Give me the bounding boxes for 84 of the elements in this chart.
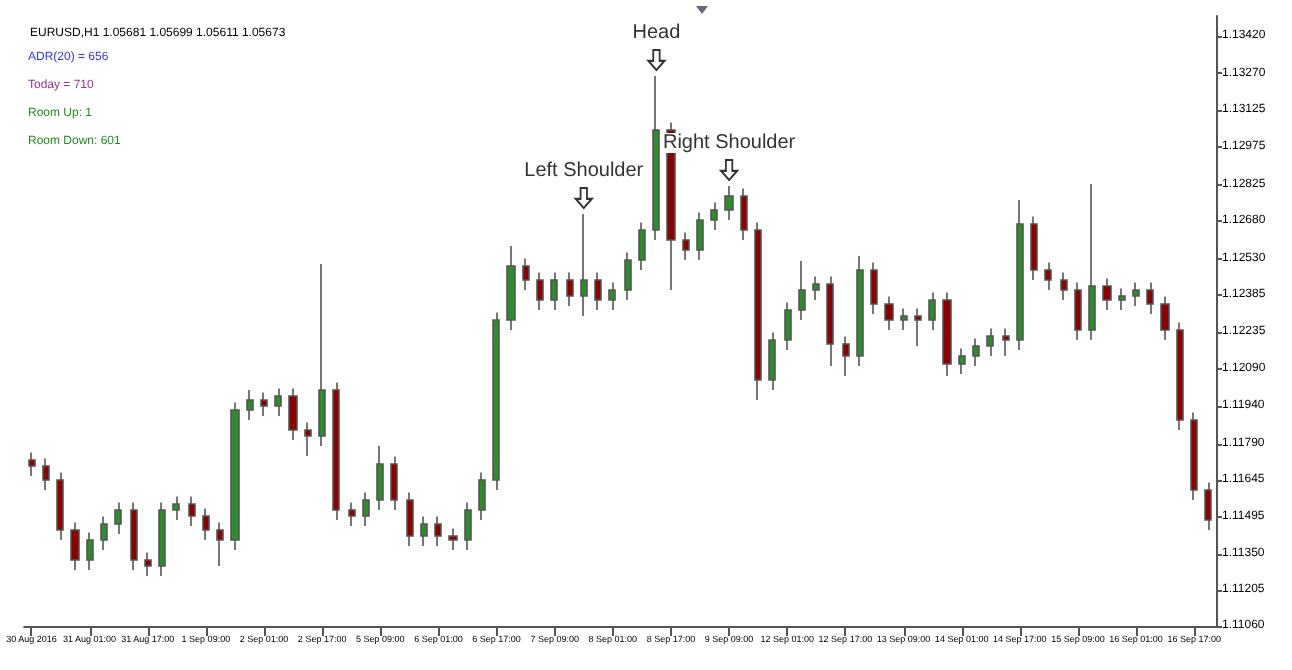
candlestick: [914, 307, 922, 347]
candlestick: [942, 291, 952, 377]
candlestick: [376, 445, 384, 511]
candlestick: [900, 307, 908, 331]
candlestick: [448, 527, 458, 551]
candlestick: [114, 501, 122, 535]
candlestick: [1160, 295, 1170, 341]
candlestick: [1102, 277, 1112, 311]
candlestick: [958, 347, 966, 375]
candlestick: [1088, 183, 1096, 341]
candlestick: [86, 531, 94, 571]
candlestick: [856, 255, 864, 367]
candlestick: [362, 491, 370, 527]
candlestick: [318, 263, 326, 447]
candlestick: [332, 381, 340, 521]
candlestick: [1176, 321, 1184, 431]
candlestick: [754, 221, 762, 401]
candlestick: [842, 335, 850, 377]
candlestick: [812, 275, 820, 301]
candlestick: [434, 515, 442, 547]
candlestick: [710, 201, 718, 231]
candlestick: [740, 187, 748, 241]
candlestick: [536, 271, 544, 311]
candlestick: [188, 495, 196, 527]
annotation: Head: [632, 21, 681, 44]
candlestick: [130, 501, 138, 571]
candlestick: [172, 495, 180, 521]
candlestick: [608, 281, 616, 311]
candlestick: [682, 231, 690, 261]
candlestick: [550, 271, 558, 311]
candlestick: [972, 337, 980, 367]
candlestick: [1204, 481, 1212, 531]
candlestick: [1030, 215, 1038, 281]
candlestick: [158, 501, 166, 577]
annotation: Right Shoulder: [662, 131, 797, 154]
annotation: Left Shoulder: [524, 159, 645, 182]
candlestick: [1016, 199, 1024, 351]
candlestick: [1118, 287, 1126, 311]
candlestick: [594, 271, 602, 311]
candlestick: [260, 391, 268, 417]
candlestick: [566, 271, 574, 307]
candlestick: [348, 501, 356, 527]
candlestick: [522, 257, 530, 291]
candlestick: [1060, 271, 1068, 301]
candlestick: [1132, 281, 1140, 307]
candlestick: [624, 251, 632, 301]
candlestick: [56, 471, 64, 541]
candlestick: [144, 551, 152, 577]
candlestick: [202, 507, 210, 541]
candlestick: [870, 261, 878, 315]
candlestick: [884, 295, 894, 331]
candlestick: [304, 421, 312, 457]
candlestick: [216, 521, 224, 567]
candlestick: [580, 213, 588, 317]
candlestick: [724, 185, 734, 221]
candlestick: [784, 301, 792, 351]
candlestick: [406, 491, 414, 547]
candlestick: [390, 455, 398, 511]
candlestick: [478, 471, 486, 521]
candlestick: [464, 501, 472, 551]
candlestick: [42, 457, 50, 491]
candlestick: [1146, 281, 1154, 315]
candlestick: [420, 515, 428, 547]
candlestick: [1002, 327, 1010, 357]
candlestick: [100, 515, 108, 551]
candlestick: [1044, 261, 1052, 291]
candlestick: [492, 311, 500, 491]
candlestick: [652, 75, 660, 241]
candlestick: [28, 451, 36, 477]
candlestick: [288, 387, 298, 441]
candlestick: [274, 387, 282, 417]
candlestick: [1190, 411, 1198, 501]
candlestick: [826, 275, 834, 367]
candlestick: [1074, 281, 1082, 341]
candlestick: [638, 221, 646, 271]
candlestick: [928, 291, 936, 331]
candlestick: [986, 327, 994, 357]
candlestick: [70, 521, 80, 571]
candlestick: [246, 389, 254, 421]
candlestick: [696, 211, 704, 261]
candlestick: [506, 245, 516, 331]
candlestick: [768, 331, 776, 391]
candlestick: [798, 260, 806, 321]
candlestick: [230, 401, 240, 551]
